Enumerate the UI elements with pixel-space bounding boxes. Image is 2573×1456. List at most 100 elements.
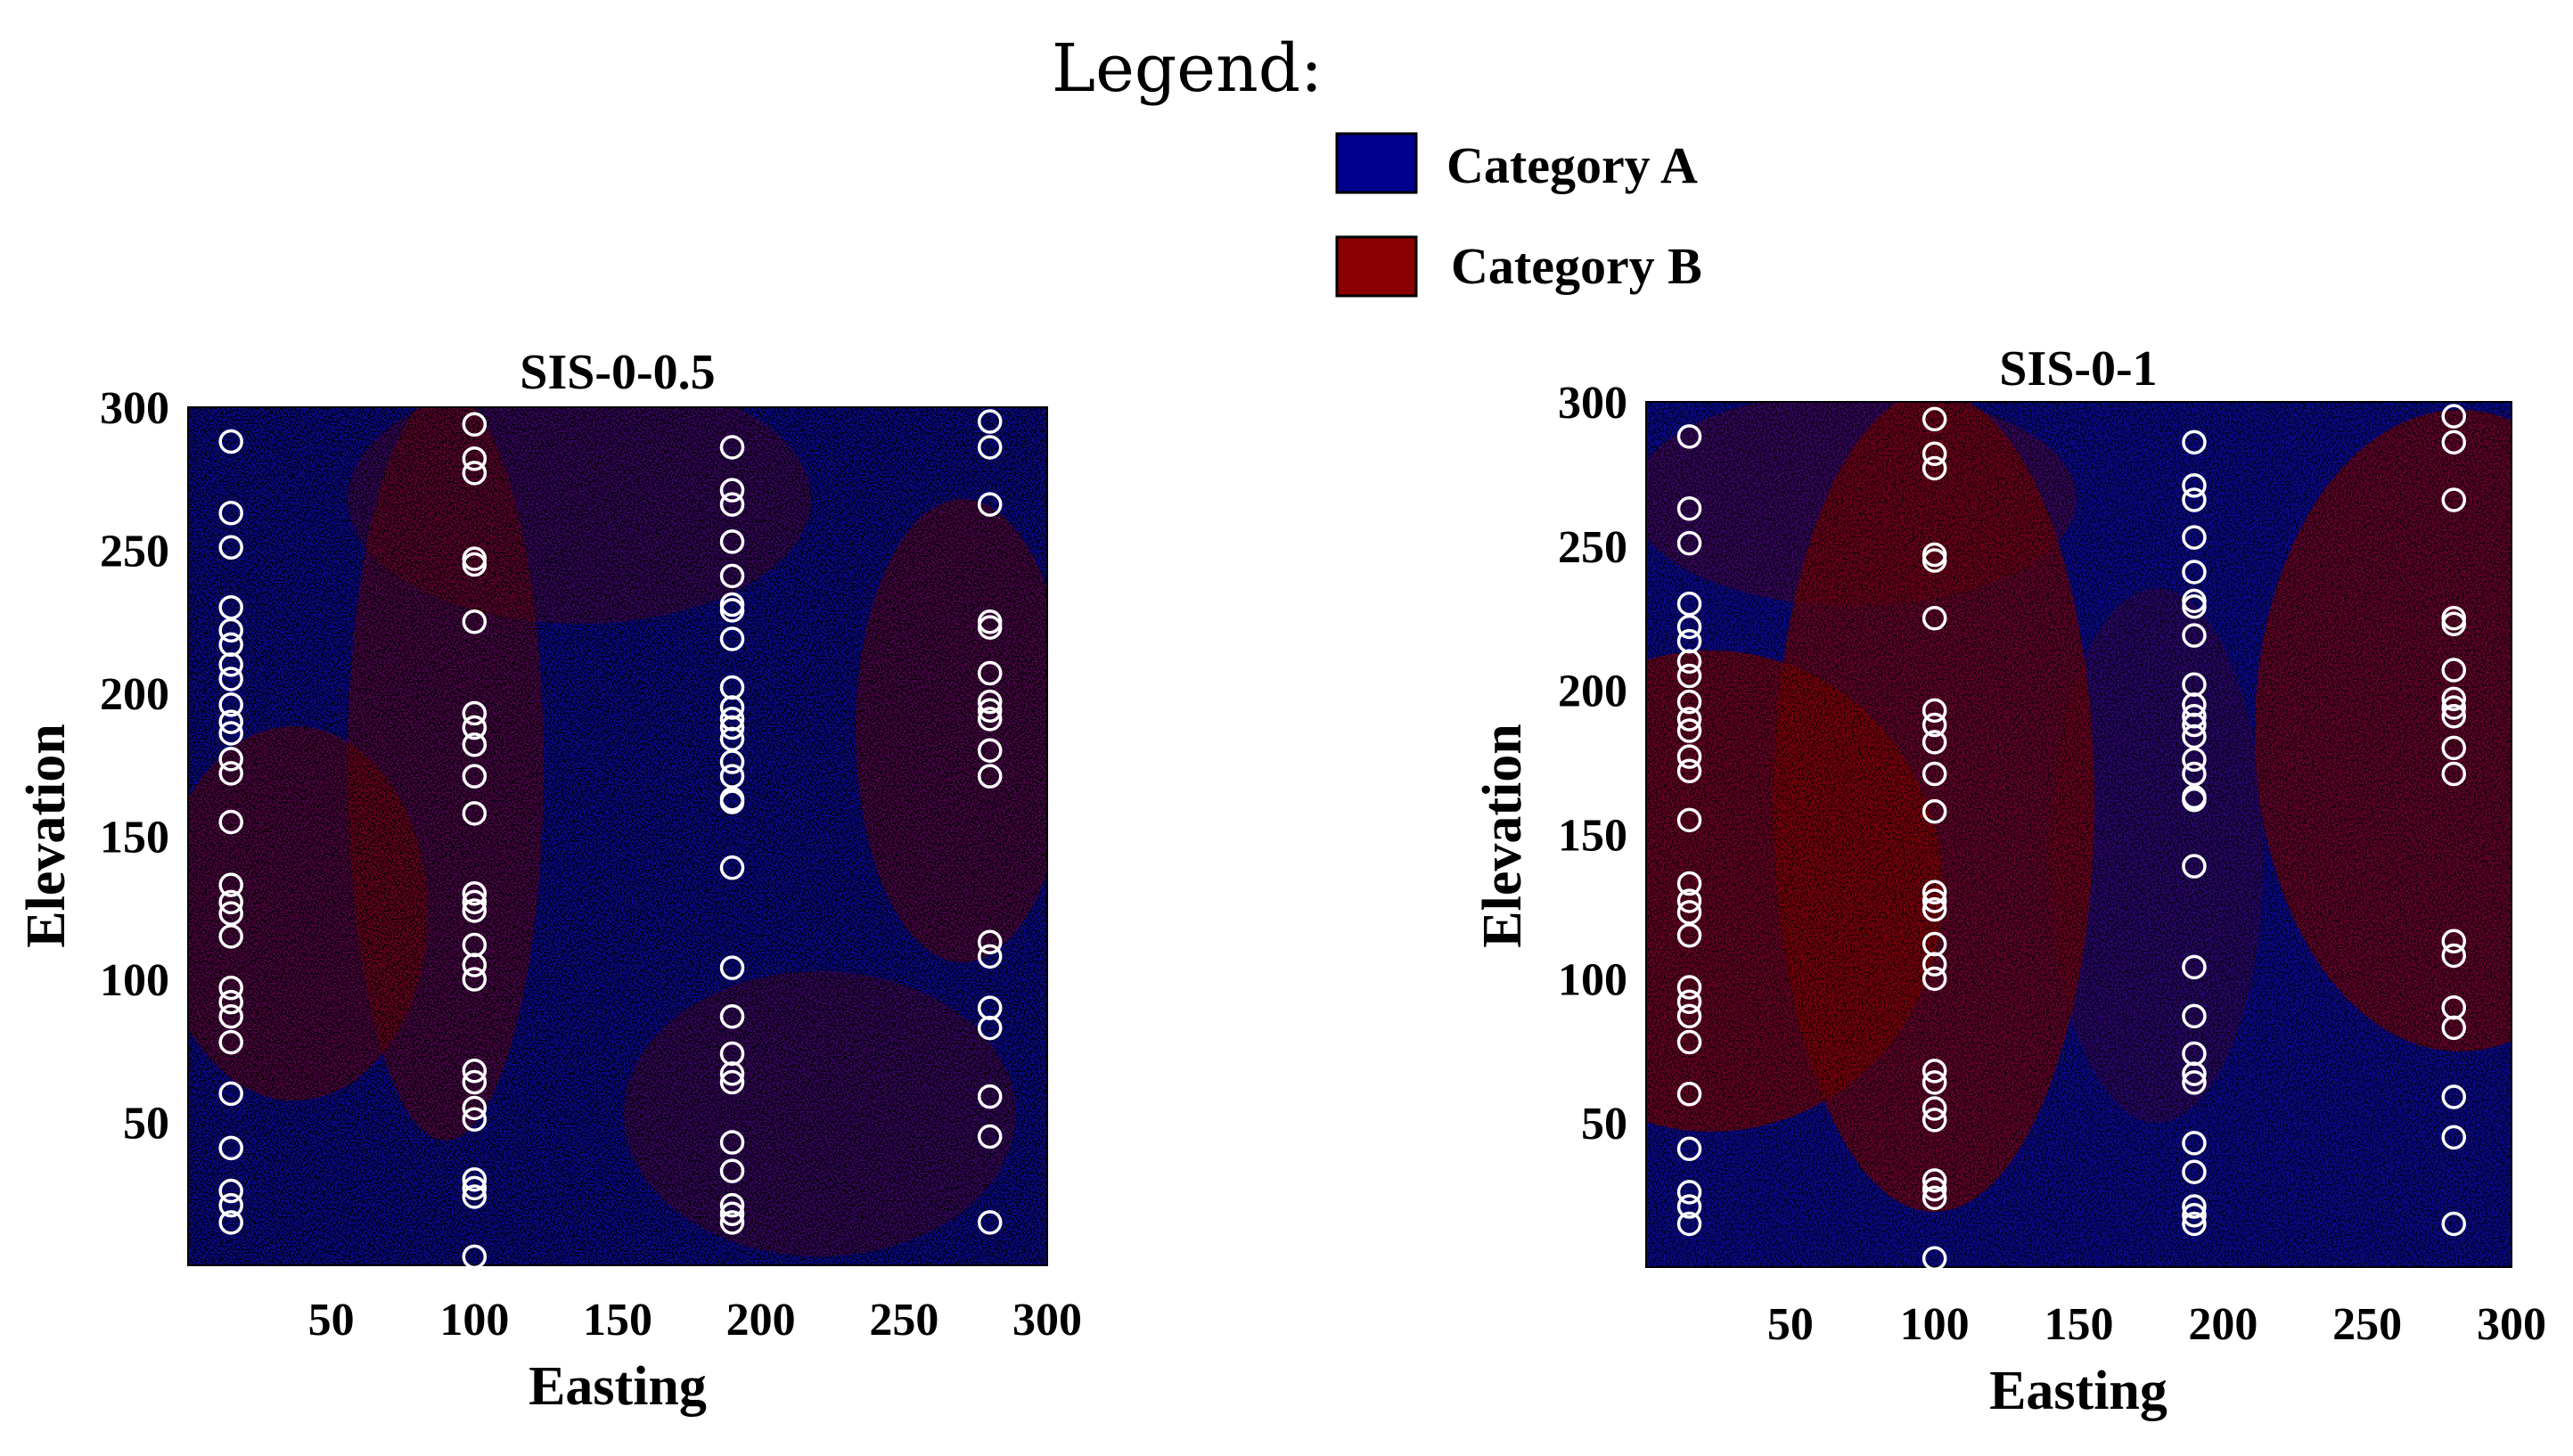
y-tick-label: 100 (100, 955, 169, 1006)
well-sample-marker (719, 1201, 745, 1226)
well-sample-marker (977, 944, 1003, 969)
well-sample-marker (1676, 591, 1702, 617)
chart-panel-sis-0-0-5: SIS-0-0.5 50 100 150 200 250 300 50 100 150 200 2… (16, 345, 1082, 1417)
well-sample-marker (218, 1029, 243, 1055)
well-sample-marker (218, 667, 243, 691)
well-sample-marker (2441, 761, 2467, 787)
well-sample-marker (2182, 1131, 2207, 1156)
well-sample-marker (462, 880, 488, 906)
well-sample-marker (2182, 761, 2207, 787)
well-sample-marker (719, 1192, 745, 1218)
well-sample-marker (218, 721, 243, 746)
well-sample-marker (719, 1069, 745, 1095)
well-markers (1676, 404, 2467, 1272)
y-tick-label: 200 (1558, 667, 1627, 717)
legend-title: Legend: (1052, 30, 1323, 107)
well-sample-marker (462, 552, 488, 577)
well-sample-marker (977, 764, 1003, 789)
well-sample-marker (1676, 1082, 1702, 1107)
well-sample-marker (462, 801, 488, 826)
well-sample-marker (977, 409, 1003, 434)
well-sample-marker (1676, 1180, 1702, 1205)
well-sample-marker (462, 967, 488, 992)
well-sample-marker (977, 615, 1003, 640)
well-sample-marker (1676, 744, 1702, 769)
well-sample-marker (719, 1130, 745, 1155)
plot-frame (1645, 401, 2512, 1268)
well-sample-marker (462, 764, 488, 789)
well-sample-marker (2182, 1061, 2207, 1086)
well-sample-marker (462, 412, 488, 438)
well-sample-marker (218, 618, 243, 643)
well-sample-marker (1676, 649, 1702, 675)
well-sample-marker (462, 446, 488, 471)
x-axis-label: Easting (1989, 1361, 2167, 1421)
well-sample-marker (1676, 871, 1702, 896)
well-sample-marker (2441, 695, 2467, 720)
well-sample-marker (1676, 888, 1702, 913)
well-sample-marker (2182, 1202, 2207, 1228)
x-axis-label: Easting (529, 1356, 707, 1417)
well-sample-marker (218, 1003, 243, 1029)
well-sample-marker (218, 1081, 243, 1107)
well-sample-marker (218, 989, 243, 1015)
well-sample-marker (2182, 560, 2207, 585)
well-sample-marker (977, 929, 1003, 955)
well-sample-marker (2182, 854, 2207, 879)
well-sample-marker (1922, 1185, 1947, 1211)
well-sample-marker (462, 609, 488, 634)
well-sample-marker (2441, 704, 2467, 729)
x-tick-label: 200 (726, 1295, 796, 1346)
well-sample-marker (2182, 1070, 2207, 1095)
well-sample-marker (2441, 487, 2467, 512)
well-sample-marker (462, 715, 488, 740)
y-tick-label: 100 (1558, 954, 1627, 1005)
well-sample-marker (2182, 787, 2207, 813)
well-sample-marker (462, 1095, 488, 1121)
well-sample-marker (977, 689, 1003, 715)
y-tick-label: 50 (1581, 1099, 1627, 1149)
well-sample-marker (2182, 747, 2207, 773)
y-tick-label: 250 (1558, 522, 1627, 573)
well-sample-marker (1676, 663, 1702, 689)
well-sample-marker (1676, 424, 1702, 449)
well-sample-marker (462, 1166, 488, 1192)
x-tick-label: 300 (1012, 1295, 1082, 1346)
well-sample-marker (218, 429, 243, 454)
well-sample-marker (977, 698, 1003, 724)
y-tick-label: 250 (100, 527, 169, 577)
well-sample-marker (1676, 758, 1702, 784)
well-sample-marker (977, 1015, 1003, 1041)
x-tick-label: 250 (869, 1295, 938, 1346)
y-tick-label: 50 (123, 1099, 169, 1149)
well-sample-marker (2182, 487, 2207, 512)
well-sample-marker (462, 1107, 488, 1133)
well-sample-marker (1922, 1096, 1947, 1121)
well-sample-marker (2182, 1003, 2207, 1029)
well-sample-marker (1676, 1003, 1702, 1029)
well-sample-marker (977, 1210, 1003, 1235)
well-sample-marker (1676, 689, 1702, 715)
well-sample-marker (1676, 718, 1702, 743)
well-sample-marker (2182, 954, 2207, 980)
well-sample-marker (462, 1184, 488, 1209)
y-tick-label: 200 (100, 669, 169, 720)
well-sample-marker (977, 738, 1003, 763)
well-sample-marker (462, 1175, 488, 1201)
well-sample-marker (1922, 455, 1947, 481)
well-sample-marker (218, 924, 243, 949)
well-sample-marker (1922, 1108, 1947, 1133)
y-axis-label: Elevation (1472, 724, 1533, 947)
well-sample-marker (1676, 1029, 1702, 1055)
well-sample-marker (2441, 1015, 2467, 1041)
well-sample-marker (1922, 1059, 1947, 1084)
well-sample-marker (462, 889, 488, 915)
well-sample-marker (218, 1178, 243, 1204)
heatmap-field (188, 407, 1047, 1265)
well-sample-marker (1922, 441, 1947, 467)
well-sample-marker (2182, 525, 2207, 550)
well-sample-marker (1676, 989, 1702, 1014)
well-sample-marker (1676, 807, 1702, 833)
well-sample-marker (218, 889, 243, 915)
